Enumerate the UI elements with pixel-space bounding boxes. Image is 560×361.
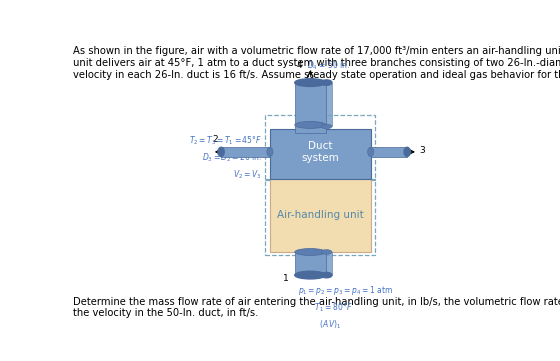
Bar bbox=[321, 83, 332, 126]
Bar bbox=[371, 147, 407, 157]
Bar bbox=[295, 83, 326, 132]
Ellipse shape bbox=[321, 80, 332, 85]
Ellipse shape bbox=[218, 147, 224, 157]
Text: 1: 1 bbox=[283, 274, 288, 283]
Bar bbox=[221, 147, 270, 157]
Ellipse shape bbox=[321, 273, 332, 278]
Text: Determine the mass flow rate of air entering the air-handling unit, in lb/s, the: Determine the mass flow rate of air ente… bbox=[73, 297, 560, 318]
Bar bbox=[321, 252, 332, 275]
Text: $T_2=T_3=T_1=45°F$
$D_3=D_2=26$ in.
      $V_2=V_3$: $T_2=T_3=T_1=45°F$ $D_3=D_2=26$ in. $V_2… bbox=[189, 135, 262, 182]
Text: 4: 4 bbox=[297, 61, 302, 70]
Text: $D_4$ = 50 in.: $D_4$ = 50 in. bbox=[307, 60, 351, 72]
Bar bbox=[265, 115, 375, 180]
Ellipse shape bbox=[321, 124, 332, 129]
Bar bbox=[295, 252, 326, 275]
Text: $p_1=p_2=p_3=p_4=1$ atm
       $T_1=80°F$
         $(AV)_1$: $p_1=p_2=p_3=p_4=1$ atm $T_1=80°F$ $(AV)… bbox=[298, 284, 393, 331]
Ellipse shape bbox=[295, 121, 326, 129]
Ellipse shape bbox=[321, 250, 332, 254]
Bar bbox=[270, 129, 371, 179]
Ellipse shape bbox=[295, 248, 326, 256]
Ellipse shape bbox=[367, 147, 374, 157]
Bar bbox=[270, 179, 371, 252]
Bar bbox=[265, 179, 375, 255]
Text: 3: 3 bbox=[419, 146, 425, 155]
Text: Duct
system: Duct system bbox=[301, 141, 339, 164]
Text: Air-handling unit: Air-handling unit bbox=[277, 210, 363, 221]
Ellipse shape bbox=[267, 147, 273, 157]
Text: 2: 2 bbox=[212, 135, 218, 144]
Text: As shown in the figure, air with a volumetric flow rate of 17,000 ft³/min enters: As shown in the figure, air with a volum… bbox=[73, 47, 560, 79]
Ellipse shape bbox=[295, 271, 326, 279]
Ellipse shape bbox=[295, 79, 326, 86]
Ellipse shape bbox=[404, 147, 410, 157]
